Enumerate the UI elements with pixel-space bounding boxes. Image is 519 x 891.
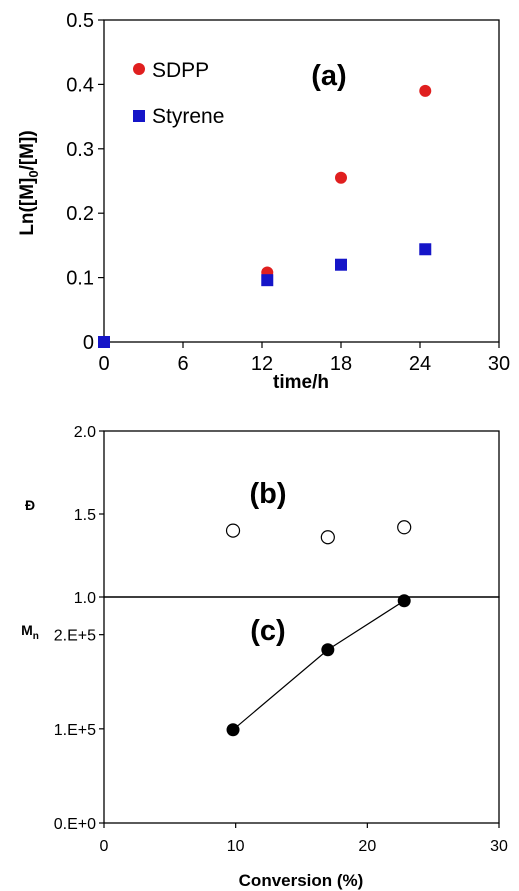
data-point-sdpp <box>335 171 347 184</box>
data-point-styrene <box>335 258 347 271</box>
panel-a-y-tick-label: 0.4 <box>66 74 94 96</box>
panel-a-y-tick-label: 0 <box>83 332 94 354</box>
panel-c-x-tick-label: 0 <box>100 838 109 855</box>
panel-b-plot-area <box>103 430 500 598</box>
panel-a-x-tick-label: 6 <box>177 353 188 375</box>
panel-a-y-tick-label: 0.1 <box>66 268 94 290</box>
panel-c-label: (c) <box>250 615 285 647</box>
panel-c-plot-area <box>103 596 500 824</box>
data-point-mn <box>226 723 240 737</box>
panel-a-y-tick-label: 0.3 <box>66 139 94 161</box>
panel-a-x-tick-label: 0 <box>98 353 109 375</box>
panel-a-y-axis-label: Ln([M]0/[M]) <box>17 130 41 235</box>
panel-c-chart: 0.E+0 1.E+5 2.E+5 0 10 20 30 Mn Conversion (%… <box>21 594 508 890</box>
data-point-dispersity <box>225 523 241 538</box>
data-point-styrene <box>98 336 110 348</box>
panel-b-chart: 1.0 1.5 2.0 Đ (b) <box>25 424 500 607</box>
panel-a-x-tick-label: 24 <box>409 353 431 375</box>
data-point-mn <box>321 643 335 657</box>
panel-a-x-tick-label: 18 <box>330 353 352 375</box>
data-point-styrene <box>261 274 274 287</box>
panel-a-label: (a) <box>311 60 346 92</box>
legend-marker-sdpp <box>133 63 145 75</box>
panel-a-y-tick-label: 0.2 <box>66 203 94 225</box>
panel-b-y-tick-label: 2.0 <box>74 424 96 441</box>
panel-a-plot-area <box>103 19 500 343</box>
panel-a-x-axis-label: time/h <box>273 372 329 393</box>
panel-c-x-tick-label: 30 <box>490 838 508 855</box>
panel-b-label: (b) <box>249 478 286 510</box>
panel-c-y-tick-label: 2.E+5 <box>54 628 96 645</box>
legend: SDPP Styrene <box>133 59 224 128</box>
panel-a-chart: 0 0.1 0.2 0.3 0.4 0.5 0 6 12 18 24 30 time/h Ln([M… <box>17 10 510 393</box>
panel-a-y-tick-label: 0.5 <box>66 10 94 32</box>
panel-a-x-tick-label: 12 <box>251 353 273 375</box>
legend-label-styrene: Styrene <box>152 105 224 128</box>
legend-marker-styrene <box>133 110 145 122</box>
legend-label-sdpp: SDPP <box>152 59 209 82</box>
panel-b-y-tick-label: 1.0 <box>74 590 96 607</box>
data-point-mn <box>397 594 411 608</box>
panel-c-y-tick-label: 0.E+0 <box>54 816 96 833</box>
panel-b-y-axis-label: Đ <box>25 497 35 513</box>
data-point-styrene <box>419 243 432 256</box>
panel-c-x-tick-label: 10 <box>227 838 245 855</box>
panel-c-y-tick-label: 1.E+5 <box>54 722 96 739</box>
panel-c-x-tick-label: 20 <box>358 838 376 855</box>
panel-c-x-axis-label: Conversion (%) <box>239 871 364 890</box>
data-point-dispersity <box>397 520 412 535</box>
panel-a-x-tick-label: 30 <box>488 353 510 375</box>
data-point-dispersity <box>320 530 335 545</box>
data-point-sdpp <box>419 84 432 97</box>
panel-c-y-axis-label: Mn <box>21 622 39 642</box>
panel-b-y-tick-label: 1.5 <box>74 507 96 524</box>
